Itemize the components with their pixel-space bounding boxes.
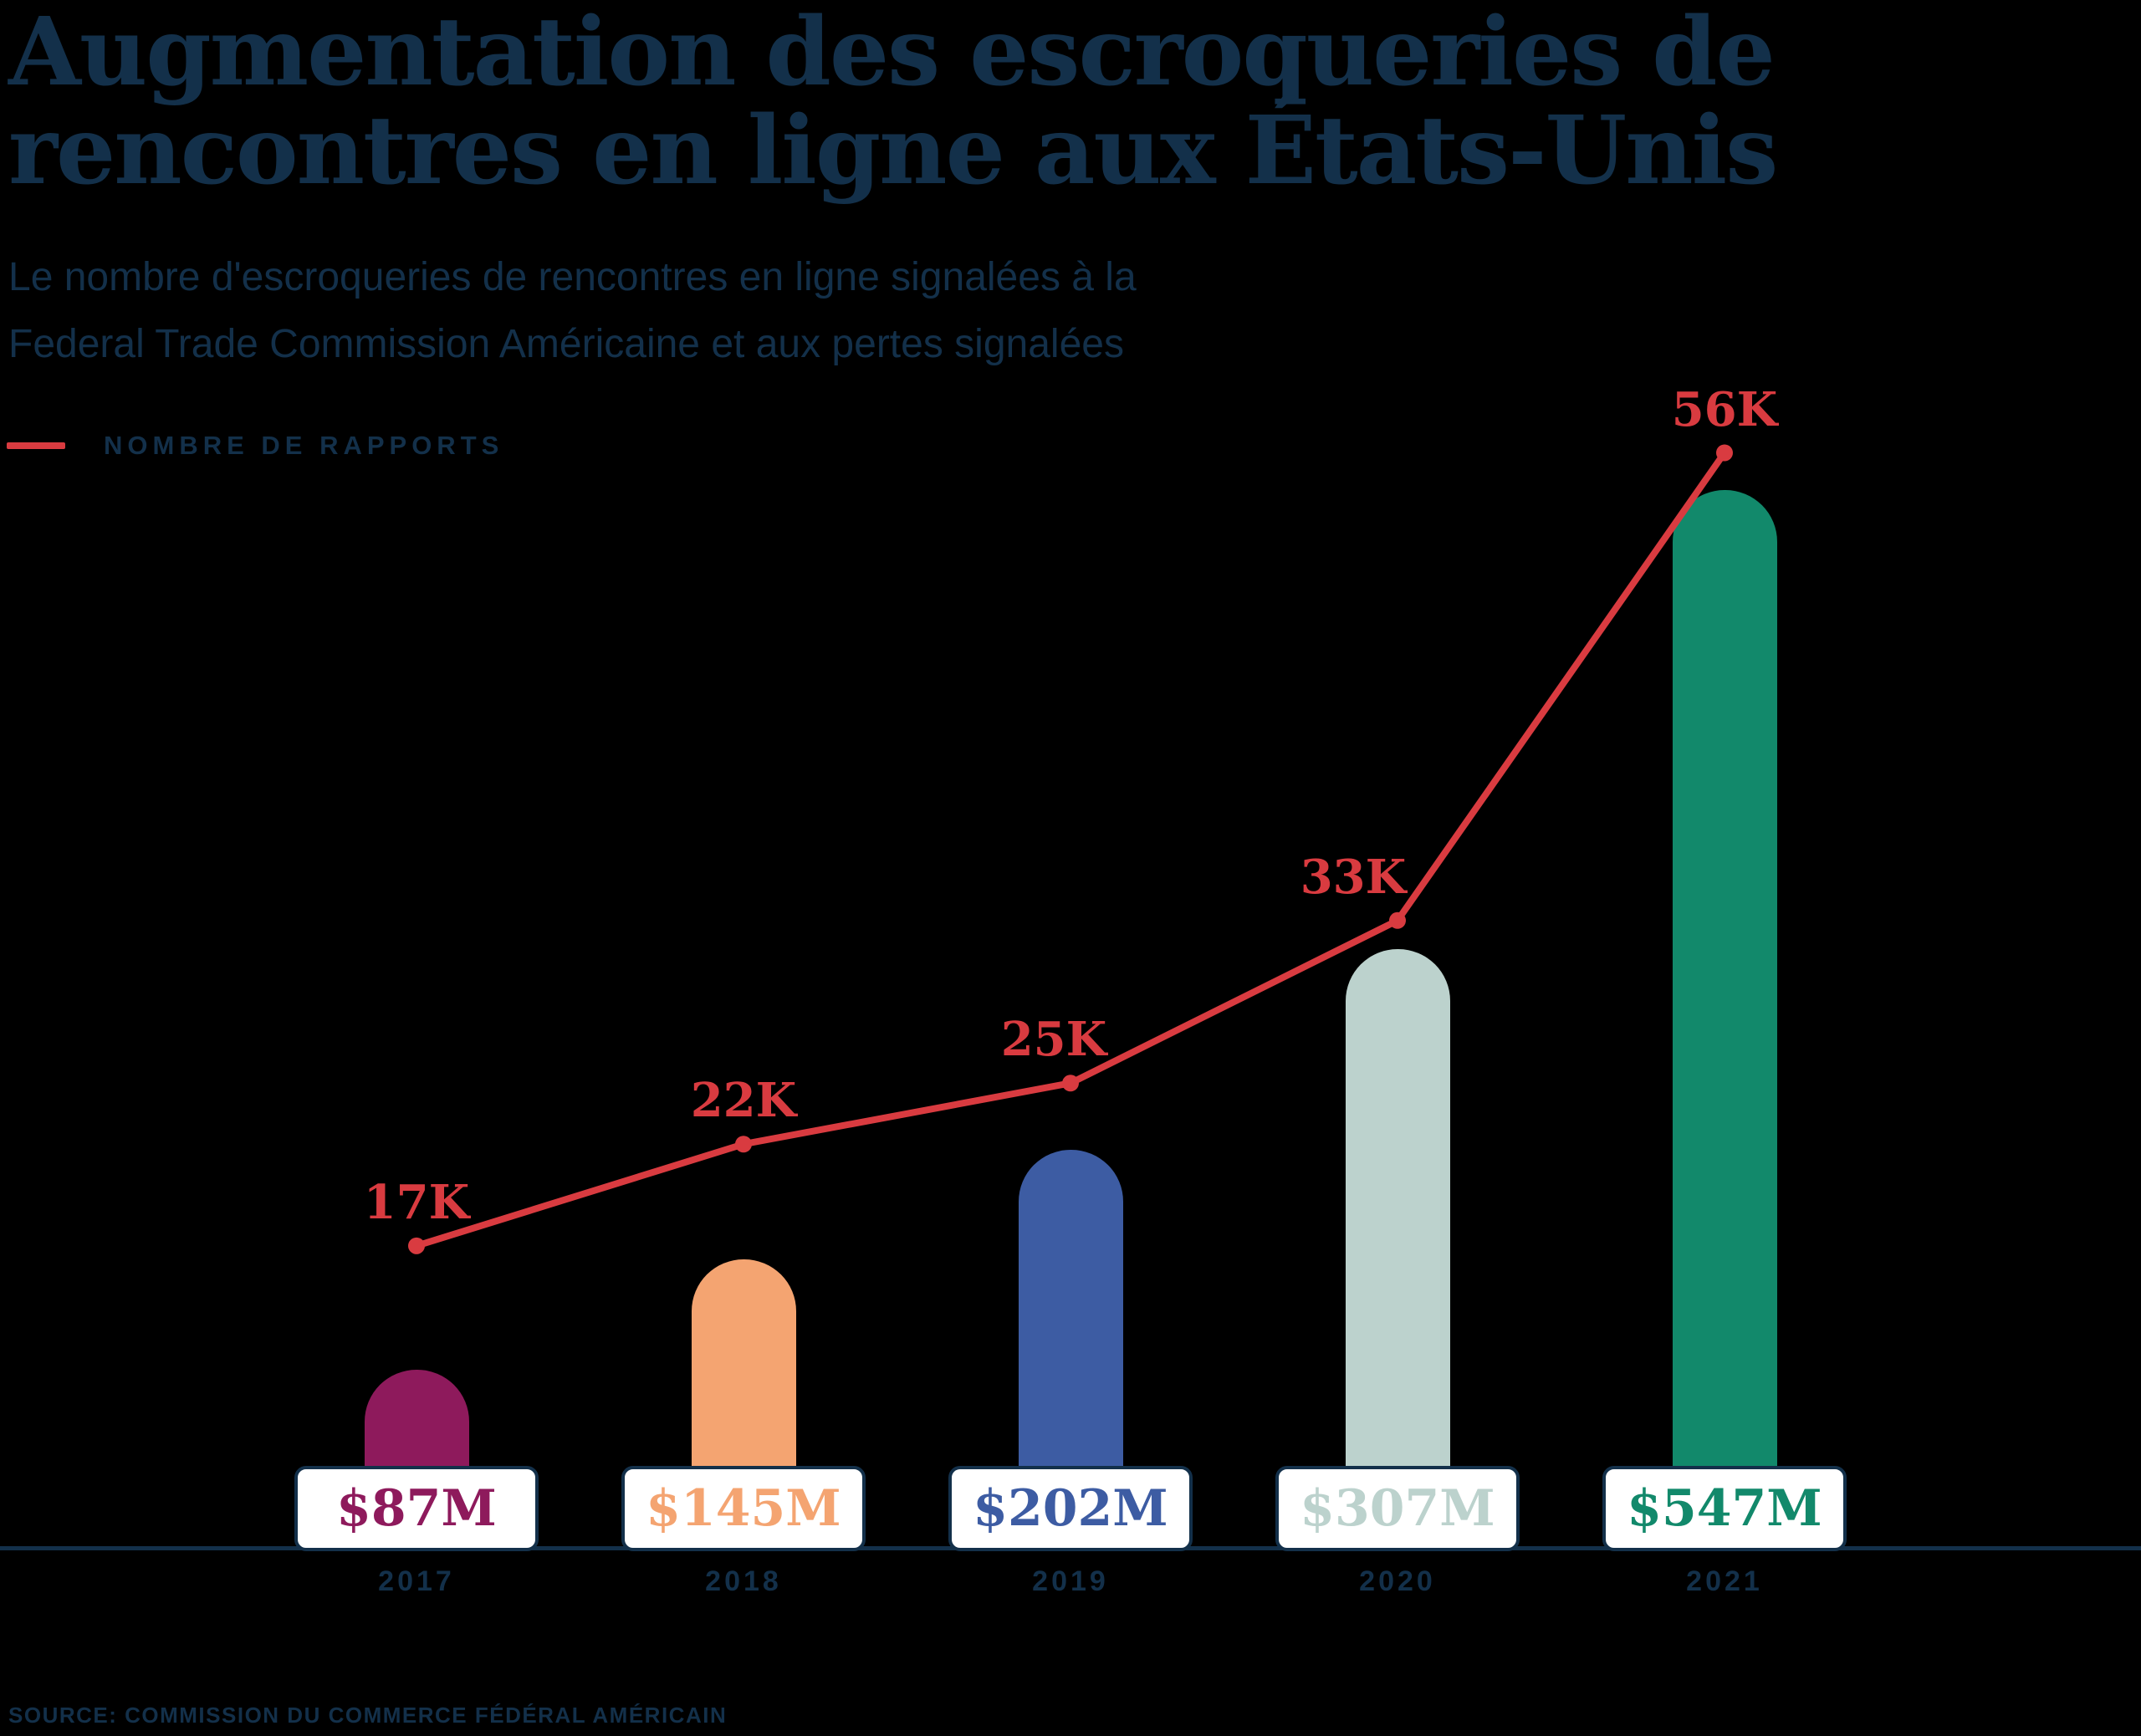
loss-pill-2018: $145M <box>621 1466 866 1551</box>
loss-pill-2021: $547M <box>1602 1466 1847 1551</box>
year-label-2018: 2018 <box>705 1565 782 1597</box>
loss-bar-2021 <box>1672 489 1777 1550</box>
page-subtitle-line2: Federal Trade Commission Américaine et a… <box>8 322 1124 366</box>
loss-value-label: $202M <box>973 1479 1168 1538</box>
reports-point-2017 <box>408 1237 425 1254</box>
year-label-2019: 2019 <box>1032 1565 1109 1597</box>
legend-line-swatch-icon <box>7 442 65 449</box>
loss-pill-2020: $307M <box>1275 1466 1520 1551</box>
reports-value-label-2019: 25K <box>1000 1012 1107 1068</box>
reports-point-2018 <box>735 1136 752 1153</box>
loss-bar-2020 <box>1345 948 1450 1550</box>
reports-value-label-2021: 56K <box>1671 381 1778 437</box>
loss-pill-2019: $202M <box>948 1466 1193 1551</box>
legend-label: NOMBRE DE RAPPORTS <box>104 431 504 460</box>
reports-value-label-2018: 22K <box>690 1073 797 1129</box>
legend: NOMBRE DE RAPPORTS <box>7 430 503 462</box>
source-credit: SOURCE: COMMISSION DU COMMERCE FÉDÉRAL A… <box>8 1703 728 1728</box>
reports-line <box>415 451 1728 1249</box>
page-subtitle: Le nombre d'escroqueries de rencontres e… <box>8 244 1137 378</box>
loss-value-label: $145M <box>646 1479 841 1538</box>
page-title-line2: rencontres en ligne aux États-Unis <box>8 96 1778 206</box>
reports-value-label-2020: 33K <box>1300 849 1407 905</box>
year-label-2020: 2020 <box>1359 1565 1436 1597</box>
year-label-2021: 2021 <box>1686 1565 1763 1597</box>
year-label-2017: 2017 <box>378 1565 455 1597</box>
page-title: Augmentation des escroqueries de rencont… <box>8 0 1778 206</box>
reports-value-label-2017: 17K <box>363 1174 470 1230</box>
reports-point-2021 <box>1716 444 1733 462</box>
loss-value-label: $547M <box>1627 1479 1822 1538</box>
loss-value-label: $307M <box>1300 1479 1495 1538</box>
loss-pill-2017: $87M <box>294 1466 539 1551</box>
reports-point-2020 <box>1389 911 1406 929</box>
reports-point-2019 <box>1062 1075 1079 1092</box>
page-title-line1: Augmentation des escroqueries de <box>8 0 1776 107</box>
page-subtitle-line1: Le nombre d'escroqueries de rencontres e… <box>8 255 1137 299</box>
loss-value-label: $87M <box>336 1479 497 1538</box>
